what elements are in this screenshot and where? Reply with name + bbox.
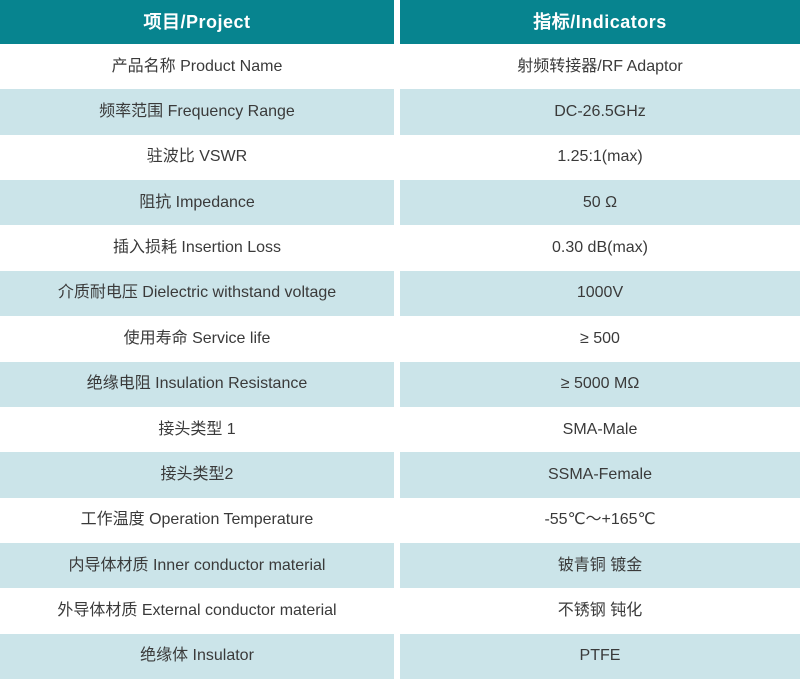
column-divider — [394, 633, 400, 679]
table-row: 外导体材质 External conductor material 不锈钢 钝化 — [0, 588, 800, 634]
column-divider — [394, 0, 400, 44]
row-value: 射频转接器/RF Adaptor — [400, 44, 800, 90]
row-value: 50 Ω — [400, 180, 800, 226]
column-divider — [394, 588, 400, 634]
table-header-row: 项目/Project 指标/Indicators — [0, 0, 800, 44]
column-divider — [394, 44, 400, 90]
column-divider — [394, 361, 400, 407]
column-divider — [394, 406, 400, 453]
row-label: 插入损耗 Insertion Loss — [0, 225, 394, 271]
table-row: 介质耐电压 Dielectric withstand voltage 1000V — [0, 270, 800, 317]
row-label: 驻波比 VSWR — [0, 134, 394, 181]
column-divider — [394, 452, 400, 498]
table-row: 驻波比 VSWR 1.25:1(max) — [0, 134, 800, 181]
row-label: 使用寿命 Service life — [0, 316, 394, 362]
row-label: 接头类型 1 — [0, 406, 394, 453]
table-row: 内导体材质 Inner conductor material 铍青铜 镀金 — [0, 542, 800, 589]
row-value: -55℃～+165℃ — [400, 497, 800, 543]
row-label: 产品名称 Product Name — [0, 44, 394, 90]
table-body: 产品名称 Product Name 射频转接器/RF Adaptor 频率范围 Fr… — [0, 44, 800, 679]
table-row: 使用寿命 Service life ≥ 500 — [0, 316, 800, 362]
table-row: 接头类型2 SSMA-Female — [0, 452, 800, 498]
row-value: SSMA-Female — [400, 452, 800, 498]
row-label: 阻抗 Impedance — [0, 180, 394, 226]
column-divider — [394, 89, 400, 135]
column-divider — [394, 497, 400, 543]
table-row: 工作温度 Operation Temperature -55℃～+165℃ — [0, 497, 800, 543]
row-label: 介质耐电压 Dielectric withstand voltage — [0, 270, 394, 317]
table-row: 阻抗 Impedance 50 Ω — [0, 180, 800, 226]
row-value: 0.30 dB(max) — [400, 225, 800, 271]
header-cell-project: 项目/Project — [0, 0, 394, 44]
column-divider — [394, 225, 400, 271]
row-value: DC-26.5GHz — [400, 89, 800, 135]
header-cell-indicators: 指标/Indicators — [400, 0, 800, 44]
row-value: SMA-Male — [400, 406, 800, 453]
row-label: 内导体材质 Inner conductor material — [0, 542, 394, 589]
column-divider — [394, 270, 400, 317]
row-value: PTFE — [400, 633, 800, 679]
row-label: 外导体材质 External conductor material — [0, 588, 394, 634]
column-divider — [394, 542, 400, 589]
row-label: 接头类型2 — [0, 452, 394, 498]
row-value: ≥ 500 — [400, 316, 800, 362]
table-row: 绝缘体 Insulator PTFE — [0, 633, 800, 679]
row-label: 频率范围 Frequency Range — [0, 89, 394, 135]
table-row: 产品名称 Product Name 射频转接器/RF Adaptor — [0, 44, 800, 90]
row-value: ≥ 5000 MΩ — [400, 361, 800, 407]
row-value: 1.25:1(max) — [400, 134, 800, 181]
column-divider — [394, 316, 400, 362]
row-label: 绝缘体 Insulator — [0, 633, 394, 679]
column-divider — [394, 134, 400, 181]
table-row: 频率范围 Frequency Range DC-26.5GHz — [0, 89, 800, 135]
row-value: 铍青铜 镀金 — [400, 542, 800, 589]
table-row: 绝缘电阻 Insulation Resistance ≥ 5000 MΩ — [0, 361, 800, 407]
row-value: 不锈钢 钝化 — [400, 588, 800, 634]
column-divider — [394, 180, 400, 226]
table-row: 插入损耗 Insertion Loss 0.30 dB(max) — [0, 225, 800, 271]
table-row: 接头类型 1 SMA-Male — [0, 406, 800, 453]
row-label: 绝缘电阻 Insulation Resistance — [0, 361, 394, 407]
row-label: 工作温度 Operation Temperature — [0, 497, 394, 543]
row-value: 1000V — [400, 270, 800, 317]
